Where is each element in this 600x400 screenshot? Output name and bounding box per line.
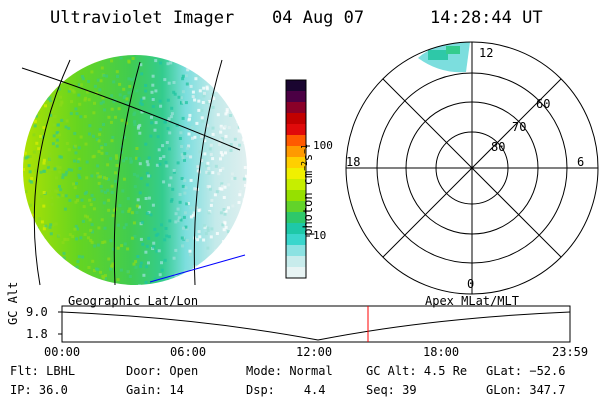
door-status: Door: Open <box>126 364 199 378</box>
date-label: 04 Aug 07 <box>272 8 365 28</box>
lat-70-label: 70 <box>512 120 527 134</box>
timeline-ytick: 1.8 <box>26 327 48 341</box>
colorbar-tick-100: 100 <box>313 139 333 152</box>
time-label: 14:28:44 UT <box>430 8 543 28</box>
colorbar-stripe <box>286 91 306 103</box>
mlt-18-label: 18 <box>346 155 361 169</box>
terminator-line <box>149 254 246 283</box>
gain-status: Gain: 14 <box>126 383 184 397</box>
colorbar-stripe <box>286 267 306 279</box>
colorbar-stripe <box>286 168 306 180</box>
colorbar-stripe <box>286 179 306 191</box>
gcalt-status: GC Alt: 4.5 Re <box>366 364 468 378</box>
apex-label: Apex MLat/MLT <box>425 294 519 308</box>
dsp-status: Dsp: 4.4 <box>246 383 326 397</box>
colorbar-stripe <box>286 234 306 246</box>
geographic-label: Geographic Lat/Lon <box>68 294 199 308</box>
colorbar-stripe <box>286 146 306 158</box>
timeline-xtick: 12:00 <box>296 345 333 359</box>
colorbar-stripe <box>286 124 306 136</box>
colorbar-stripe <box>286 212 306 224</box>
mlt-6-label: 6 <box>577 155 585 169</box>
glat-status: GLat: −52.6 <box>486 364 566 378</box>
ip-status: IP: 36.0 <box>10 383 68 397</box>
mlt-12-label: 12 <box>478 46 495 60</box>
colorbar-stripe <box>286 223 306 235</box>
timeline-ytick: 9.0 <box>26 305 48 319</box>
colorbar-stripe <box>286 190 306 202</box>
mlt-0-label: 0 <box>467 277 475 291</box>
timeline-ylabel: GC Alt <box>6 281 20 325</box>
colorbar-stripe <box>286 201 306 213</box>
instrument-title: Ultraviolet Imager <box>50 8 235 28</box>
lon-grid-line <box>193 59 223 286</box>
filter-status: Flt: LBHL <box>10 364 76 378</box>
colorbar-stripe <box>286 113 306 125</box>
colorbar-tick-10: 10 <box>313 229 327 242</box>
colorbar-stripe <box>286 245 306 257</box>
lat-grid-line <box>21 67 241 151</box>
lat-60-label: 60 <box>536 97 551 111</box>
glon-status: GLon: 347.7 <box>486 383 566 397</box>
lon-grid-line <box>113 61 141 286</box>
mode-status: Mode: Normal <box>246 364 333 378</box>
colorbar-stripe <box>286 102 306 114</box>
timeline-xtick: 18:00 <box>423 345 460 359</box>
colorbar-stripe <box>286 256 306 268</box>
timeline-xtick: 06:00 <box>170 345 207 359</box>
seq-status: Seq: 39 <box>366 383 417 397</box>
colorbar-stripe <box>286 80 306 92</box>
timeline-xtick: 00:00 <box>44 345 81 359</box>
lon-grid-line <box>33 59 71 286</box>
lat-80-label: 80 <box>491 140 506 154</box>
colorbar-stripe <box>286 135 306 147</box>
colorbar-stripe <box>286 157 306 169</box>
timeline-xtick: 23:59 <box>552 345 589 359</box>
